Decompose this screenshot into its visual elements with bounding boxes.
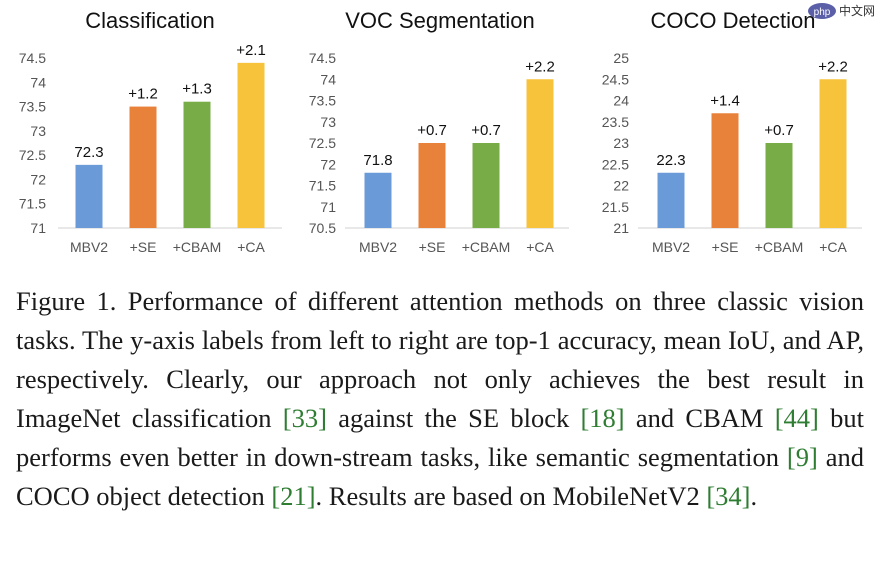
citation-link[interactable]: [9] xyxy=(786,442,818,472)
bar-plus-cbam xyxy=(765,143,793,228)
category-label: +CA xyxy=(237,239,265,255)
data-label: 71.8 xyxy=(363,152,392,169)
y-tick-label: 73.5 xyxy=(19,99,46,115)
y-tick-label: 24 xyxy=(613,93,629,109)
citation-link[interactable]: [34] xyxy=(706,481,751,511)
citation-link[interactable]: [33] xyxy=(282,403,327,433)
y-tick-label: 23 xyxy=(613,135,629,151)
caption-text: . Results are based on MobileNetV2 xyxy=(315,481,707,511)
chart-2: VOC Segmentation 70.5 71 71.5 72 72.5 73 73.5 74… xyxy=(309,8,569,255)
data-label: +0.7 xyxy=(417,122,447,139)
bar-plus-ca xyxy=(237,62,265,228)
y-tick-label: 73 xyxy=(320,114,336,130)
category-label: +CBAM xyxy=(173,239,222,255)
category-label: MBV2 xyxy=(70,239,108,255)
bar-plus-ca xyxy=(526,79,554,228)
category-label: +CA xyxy=(526,239,554,255)
caption-text: but performs even better in down-stream … xyxy=(16,403,864,472)
y-tick-label: 74 xyxy=(30,74,46,90)
php-logo-icon xyxy=(808,3,836,19)
data-label: +2.1 xyxy=(236,42,266,59)
y-tick-label: 71 xyxy=(30,220,46,236)
y-tick-label: 72 xyxy=(30,171,46,187)
caption-text: and CBAM xyxy=(624,403,775,433)
y-tick-label: 74 xyxy=(320,71,336,87)
bar-mbv2 xyxy=(75,164,103,228)
bar-mbv2 xyxy=(657,172,685,228)
y-tick-label: 71.5 xyxy=(309,178,336,194)
y-tick-label: 70.5 xyxy=(309,220,336,236)
y-tick-label: 21 xyxy=(613,220,629,236)
data-label: +0.7 xyxy=(764,122,794,139)
bar-plus-cbam xyxy=(472,143,500,228)
category-label: MBV2 xyxy=(652,239,690,255)
watermark-text: 中文网 xyxy=(839,3,875,18)
y-tick-label: 71 xyxy=(320,199,336,215)
figure-caption: Figure 1. Performance of different atten… xyxy=(16,282,864,516)
y-tick-label: 22.5 xyxy=(602,156,629,172)
y-tick-label: 22 xyxy=(613,178,629,194)
data-label: +1.2 xyxy=(128,86,158,103)
citation-link[interactable]: [44] xyxy=(774,403,819,433)
y-tick-label: 24.5 xyxy=(602,71,629,87)
charts-figure: Classification 71 71.5 72 72.5 73 73.5 74 74.5 72… xyxy=(19,3,875,255)
citation-link[interactable]: [18] xyxy=(580,403,625,433)
caption-text: against the SE block xyxy=(326,403,581,433)
watermark: php 中文网 xyxy=(808,3,875,19)
y-tick-label: 74.5 xyxy=(19,50,46,66)
data-label: +1.3 xyxy=(182,81,212,98)
category-label: +SE xyxy=(130,239,157,255)
chart-3: COCO Detection 21 21.5 22 22.5 23 23.5 24 24.5 25… xyxy=(602,8,862,255)
chart-title: COCO Detection xyxy=(650,8,815,33)
y-tick-label: 73 xyxy=(30,123,46,139)
citation-link[interactable]: [21] xyxy=(271,481,316,511)
bar-plus-ca xyxy=(819,79,847,228)
category-label: MBV2 xyxy=(359,239,397,255)
php-logo-text: php xyxy=(814,7,831,18)
y-tick-label: 23.5 xyxy=(602,114,629,130)
y-tick-label: 25 xyxy=(613,50,629,66)
figure-label: Figure 1. xyxy=(16,286,117,316)
y-tick-label: 71.5 xyxy=(19,196,46,212)
category-label: +CBAM xyxy=(755,239,804,255)
y-tick-label: 73.5 xyxy=(309,93,336,109)
y-tick-label: 74.5 xyxy=(309,50,336,66)
data-label: +0.7 xyxy=(471,122,501,139)
category-label: +CA xyxy=(819,239,847,255)
bar-plus-se xyxy=(711,113,739,228)
y-tick-label: 72.5 xyxy=(19,147,46,163)
category-label: +SE xyxy=(419,239,446,255)
category-label: +CBAM xyxy=(462,239,511,255)
caption-text: Performance of different attention metho… xyxy=(16,286,865,433)
caption-text: and COCO object detection xyxy=(16,442,864,511)
y-tick-label: 72.5 xyxy=(309,135,336,151)
data-label: +2.2 xyxy=(818,58,848,75)
y-tick-label: 72 xyxy=(320,156,336,172)
y-tick-label: 21.5 xyxy=(602,199,629,215)
data-label: +2.2 xyxy=(525,58,555,75)
caption-text: . xyxy=(750,481,758,511)
data-label: +1.4 xyxy=(710,92,740,109)
category-label: +SE xyxy=(712,239,739,255)
bar-plus-se xyxy=(418,143,446,228)
chart-title: VOC Segmentation xyxy=(345,8,535,33)
bar-plus-se xyxy=(129,106,157,228)
chart-title: Classification xyxy=(85,8,215,33)
data-label: 72.3 xyxy=(74,144,103,161)
bar-mbv2 xyxy=(364,172,392,228)
bar-plus-cbam xyxy=(183,101,211,228)
data-label: 22.3 xyxy=(656,152,685,169)
chart-1: Classification 71 71.5 72 72.5 73 73.5 74 74.5 72… xyxy=(19,8,282,255)
